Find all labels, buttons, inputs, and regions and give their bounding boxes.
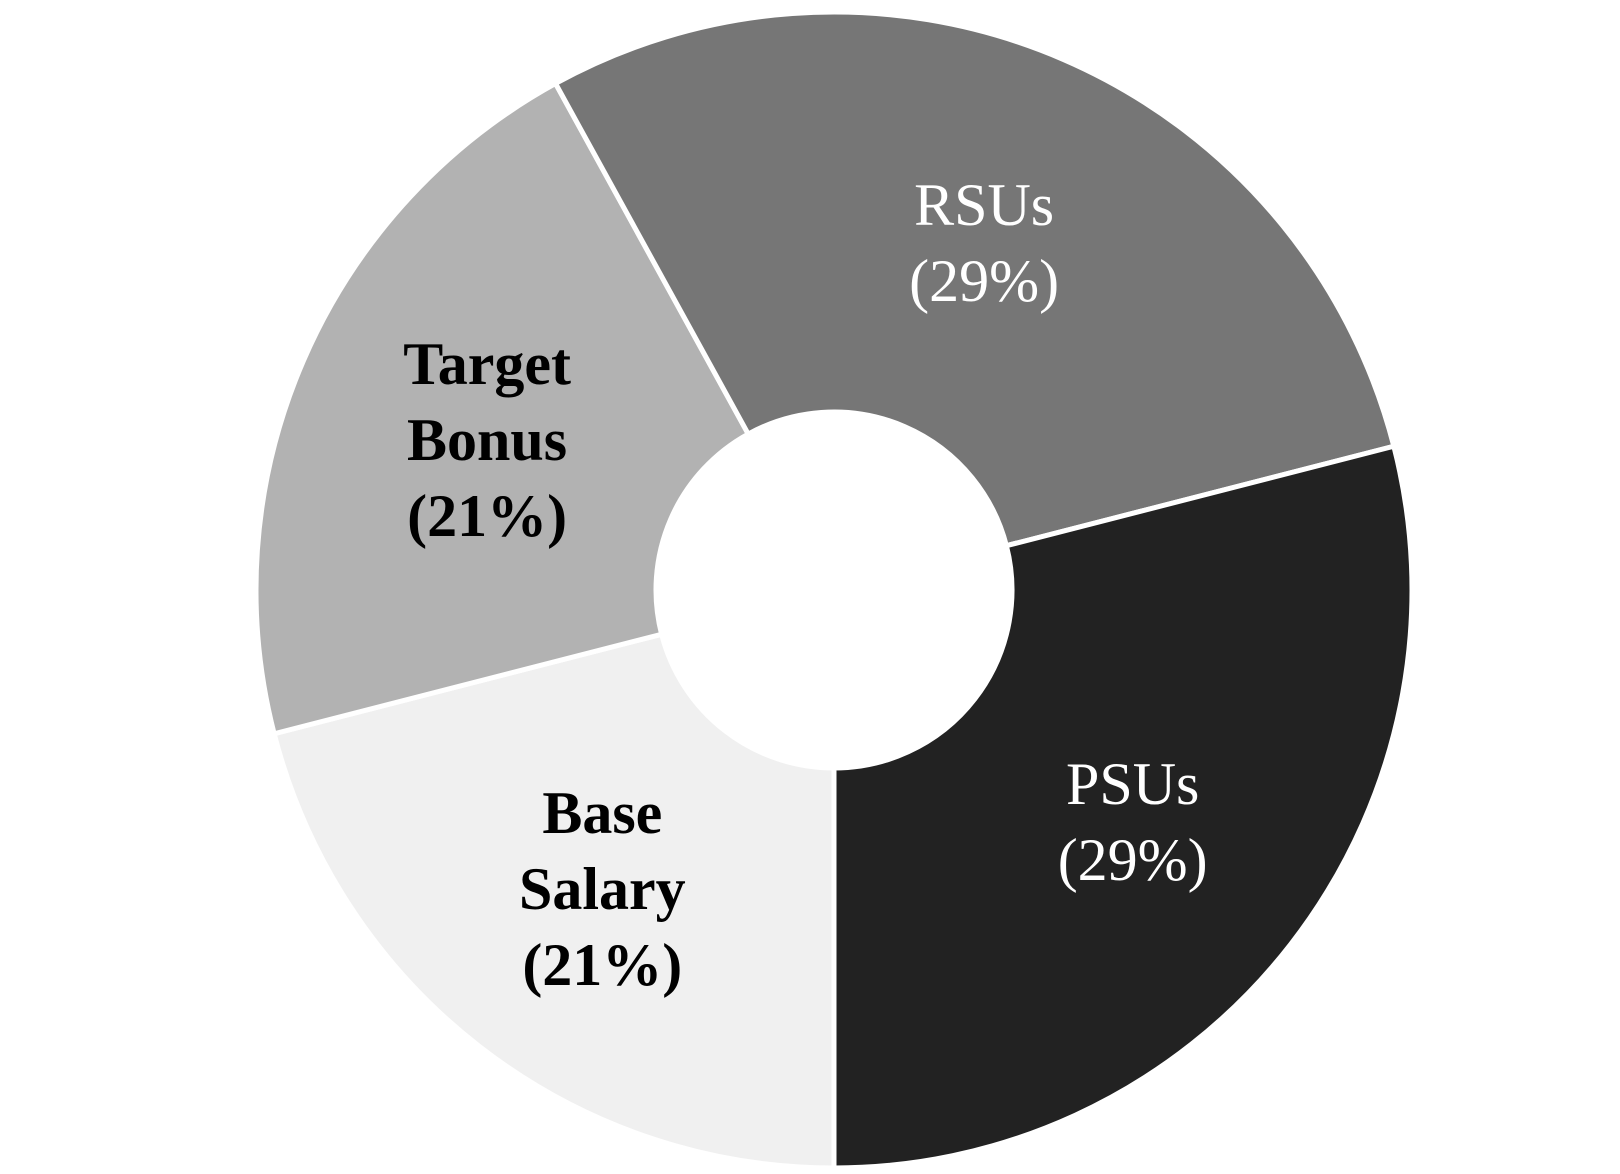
slice-label: Target Bonus (21%) (367, 326, 607, 554)
slice-name: Base Salary (518, 779, 686, 922)
donut-slice (552, 9, 1397, 549)
donut-slice (271, 631, 837, 1171)
slice-name: RSUs (914, 172, 1055, 239)
slice-label: RSUs (29%) (864, 167, 1104, 319)
donut-slice (831, 443, 1415, 1171)
slice-label: PSUs (29%) (1013, 746, 1253, 898)
slice-value: (29%) (1057, 826, 1208, 893)
donut-slice (253, 80, 752, 737)
slice-label: Base Salary (21%) (482, 775, 722, 1003)
slice-value: (21%) (407, 482, 568, 549)
slice-name: Target Bonus (403, 330, 571, 473)
slice-value: (21%) (522, 931, 683, 998)
slice-value: (29%) (909, 248, 1060, 315)
slice-name: PSUs (1065, 750, 1200, 817)
